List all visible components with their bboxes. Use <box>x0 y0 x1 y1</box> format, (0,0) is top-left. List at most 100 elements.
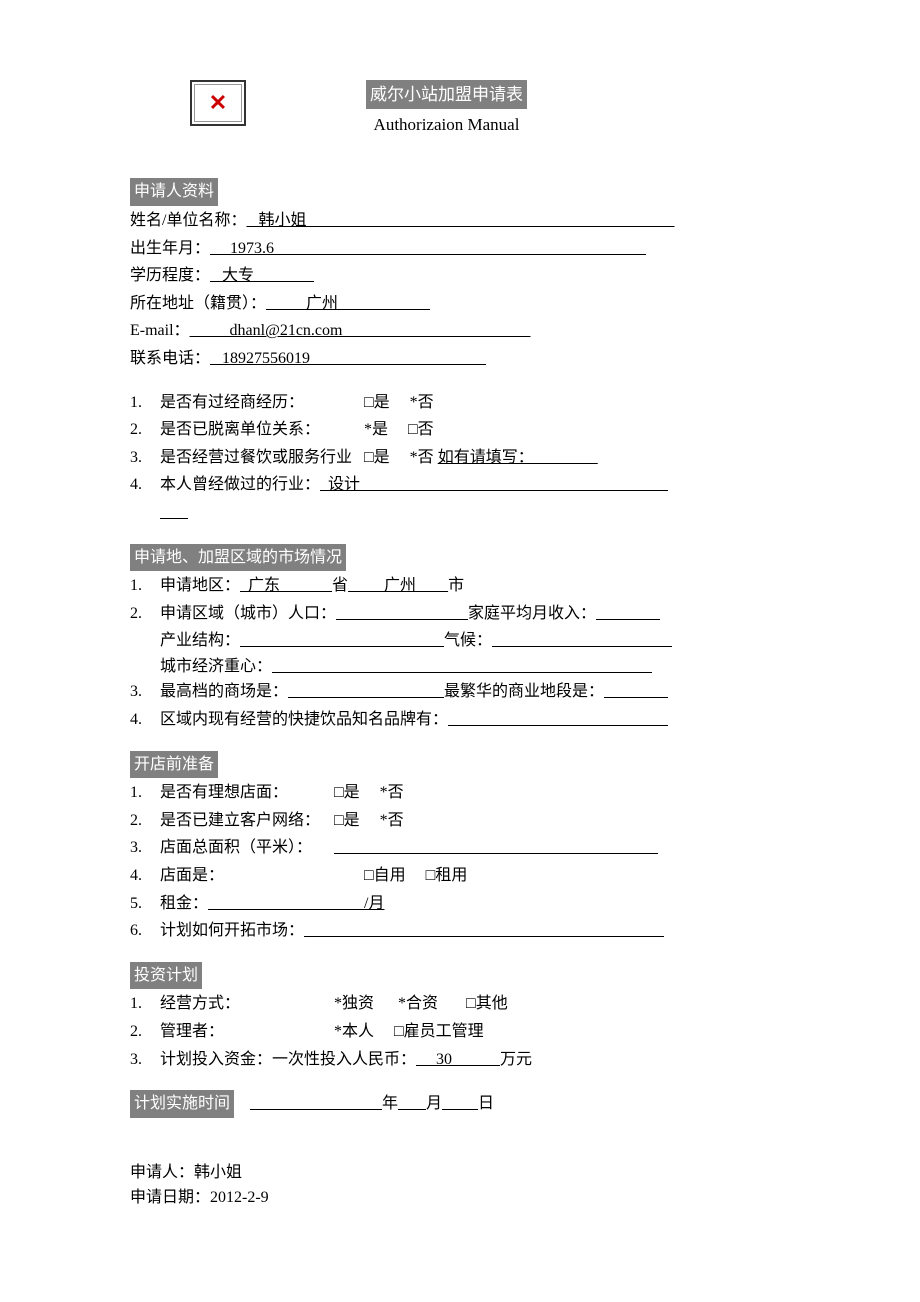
market-q1-city[interactable]: 广州 <box>348 573 448 599</box>
market-q2-pop-label: 申请区域（城市）人口： <box>160 605 336 622</box>
email-value[interactable]: dhanl@21cn.com <box>190 318 531 344</box>
market-q2-income-label: 家庭平均月收入： <box>468 605 596 622</box>
document-header: ✕ 威尔小站加盟申请表 Authorizaion Manual <box>130 80 790 138</box>
market-q3-district[interactable] <box>604 679 668 705</box>
prep-q3-label: 店面总面积（平米）： <box>160 835 330 861</box>
prep-q6-plan[interactable] <box>304 918 664 944</box>
invest-q3-label: 计划投入资金：一次性投入人民币： <box>160 1051 416 1068</box>
invest-q2-label: 管理者： <box>160 1019 330 1045</box>
prep-q4-label: 店面是： <box>160 863 360 889</box>
invest-q3: 3. 计划投入资金：一次性投入人民币： 30 万元 <box>130 1047 790 1073</box>
logo-placeholder: ✕ <box>190 80 246 126</box>
market-q2-pop[interactable] <box>336 601 468 627</box>
email-label: E-mail： <box>130 322 190 339</box>
market-q4: 4. 区域内现有经营的快捷饮品知名品牌有： <box>130 707 790 733</box>
day-suffix: 日 <box>478 1095 494 1112</box>
prep-q1-yes[interactable]: □是 <box>334 784 360 801</box>
market-q3: 3. 最高档的商场是： 最繁华的商业地段是： <box>130 679 790 705</box>
market-q2-econ[interactable] <box>272 654 652 680</box>
investment-section: 投资计划 1. 经营方式： *独资 *合资 □其他 2. 管理者： *本人 □雇… <box>130 962 790 1072</box>
month-suffix: 月 <box>426 1095 442 1112</box>
city-suffix: 市 <box>448 577 464 594</box>
address-field: 所在地址（籍贯）： 广州 <box>130 291 790 317</box>
exp-q1-no[interactable]: *否 <box>410 394 434 411</box>
education-field: 学历程度： 大专 <box>130 263 790 289</box>
exp-q3: 3. 是否经营过餐饮或服务行业 □是 *否 如有请填写： <box>130 445 790 471</box>
schedule-day[interactable] <box>442 1091 478 1117</box>
exp-q3-extra[interactable]: 如有请填写： <box>438 445 598 471</box>
invest-q3-amount[interactable]: 30 <box>416 1047 500 1073</box>
exp-q4-cont-value[interactable] <box>160 500 188 526</box>
market-q2-climate[interactable] <box>492 628 672 654</box>
list-number: 4. <box>130 863 160 889</box>
birth-field: 出生年月： 1973.6 <box>130 236 790 262</box>
list-number: 2. <box>130 1019 160 1045</box>
prep-q2: 2. 是否已建立客户网络： □是 *否 <box>130 808 790 834</box>
invest-q1: 1. 经营方式： *独资 *合资 □其他 <box>130 991 790 1017</box>
exp-q2-label: 是否已脱离单位关系： <box>160 417 360 443</box>
birth-value[interactable]: 1973.6 <box>210 236 646 262</box>
document-subtitle: Authorizaion Manual <box>366 111 527 138</box>
list-number: 1. <box>130 991 160 1017</box>
address-value[interactable]: 广州 <box>266 291 430 317</box>
prep-q3: 3. 店面总面积（平米）： <box>130 835 790 861</box>
footer-date-value: 2012-2-9 <box>210 1189 269 1206</box>
prep-q2-no[interactable]: *否 <box>380 812 404 829</box>
exp-q4-label: 本人曾经做过的行业： <box>160 476 320 493</box>
schedule-month[interactable] <box>398 1091 426 1117</box>
market-q1-province[interactable]: 广东 <box>240 573 332 599</box>
prep-q1-no[interactable]: *否 <box>380 784 404 801</box>
market-q4-label: 区域内现有经营的快捷饮品知名品牌有： <box>160 711 448 728</box>
exp-q3-yes[interactable]: □是 <box>364 449 390 466</box>
title-area: 威尔小站加盟申请表 Authorizaion Manual <box>366 80 527 138</box>
market-q2-line2: 产业结构： 气候： <box>160 628 790 654</box>
market-q1: 1. 申请地区： 广东 省 广州 市 <box>130 573 790 599</box>
exp-q2: 2. 是否已脱离单位关系： *是 □否 <box>130 417 790 443</box>
invest-q1-other[interactable]: □其他 <box>466 995 508 1012</box>
experience-section: 1. 是否有过经商经历： □是 *否 2. 是否已脱离单位关系： *是 □否 3… <box>130 390 790 526</box>
market-q2-income[interactable] <box>596 601 660 627</box>
market-q3-mall-label: 最高档的商场是： <box>160 683 288 700</box>
education-value[interactable]: 大专 <box>210 263 314 289</box>
education-label: 学历程度： <box>130 267 210 284</box>
exp-q4-value[interactable]: 设计 <box>320 472 668 498</box>
phone-value[interactable]: 18927556019 <box>210 346 486 372</box>
prep-q4-rent[interactable]: □租用 <box>426 867 468 884</box>
prep-q1-label: 是否有理想店面： <box>160 780 330 806</box>
exp-q3-label: 是否经营过餐饮或服务行业 <box>160 445 360 471</box>
exp-q1-yes[interactable]: □是 <box>364 394 390 411</box>
address-label: 所在地址（籍贯）： <box>130 295 266 312</box>
list-number: 3. <box>130 679 160 705</box>
prep-q2-yes[interactable]: □是 <box>334 812 360 829</box>
broken-image-icon: ✕ <box>194 84 242 122</box>
list-number: 1. <box>130 573 160 599</box>
invest-q1-solo[interactable]: *独资 <box>334 995 374 1012</box>
exp-q1: 1. 是否有过经商经历： □是 *否 <box>130 390 790 416</box>
prep-q4: 4. 店面是： □自用 □租用 <box>130 863 790 889</box>
market-q3-mall[interactable] <box>288 679 444 705</box>
invest-q1-joint[interactable]: *合资 <box>398 995 438 1012</box>
market-q2: 2. 申请区域（城市）人口： 家庭平均月收入： <box>130 601 790 627</box>
exp-q2-no[interactable]: □否 <box>408 421 434 438</box>
prep-q3-area[interactable] <box>334 835 658 861</box>
exp-q4-cont <box>160 500 790 526</box>
schedule-section: 计划实施时间 年 月 日 <box>130 1090 790 1120</box>
prep-q5-suffix: /月 <box>364 891 384 917</box>
exp-q2-yes[interactable]: *是 <box>364 421 388 438</box>
market-q2-industry[interactable] <box>240 628 444 654</box>
prep-q5-rent[interactable] <box>208 891 364 917</box>
market-q2-line3: 城市经济重心： <box>160 654 790 680</box>
market-q2-climate-label: 气候： <box>444 632 492 649</box>
preparation-section: 开店前准备 1. 是否有理想店面： □是 *否 2. 是否已建立客户网络： □是… <box>130 751 790 944</box>
birth-label: 出生年月： <box>130 240 210 257</box>
invest-q2-self[interactable]: *本人 <box>334 1023 374 1040</box>
prep-q5-label: 租金： <box>160 895 208 912</box>
applicant-section: 申请人资料 姓名/单位名称： 韩小姐 出生年月： 1973.6 <box>130 178 790 371</box>
schedule-year[interactable] <box>250 1091 382 1117</box>
name-label: 姓名/单位名称： <box>130 212 246 229</box>
market-q4-brands[interactable] <box>448 707 668 733</box>
exp-q3-no[interactable]: *否 <box>410 449 434 466</box>
name-value[interactable]: 韩小姐 <box>246 208 674 234</box>
invest-q2-employee[interactable]: □雇员工管理 <box>394 1023 484 1040</box>
prep-q4-own[interactable]: □自用 <box>364 867 406 884</box>
